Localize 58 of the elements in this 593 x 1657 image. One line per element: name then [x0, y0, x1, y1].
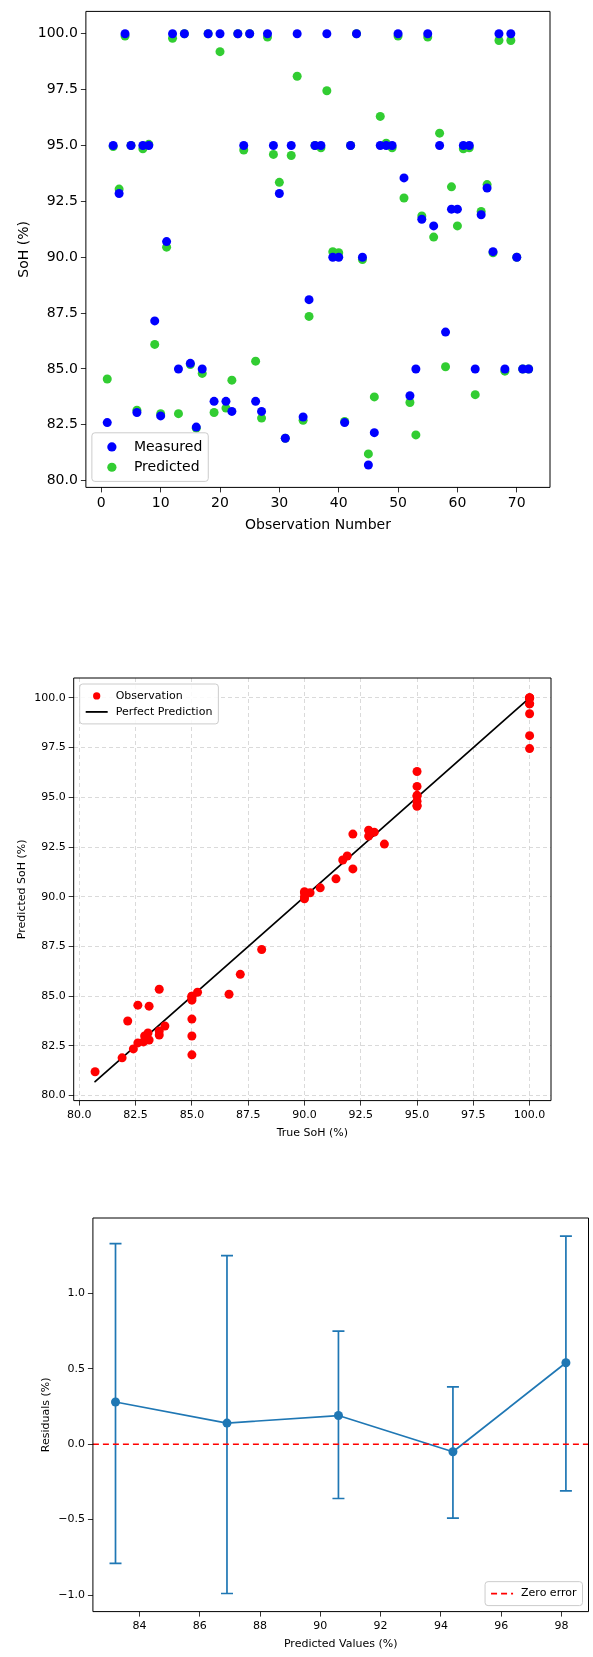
y-tick-label: 95.0 — [41, 790, 66, 804]
y-tick-label: 0.5 — [67, 1361, 85, 1375]
x-tick-label: 97.5 — [461, 1108, 486, 1122]
y-tick-label: 92.5 — [46, 191, 78, 208]
legend-label: Measured — [133, 437, 203, 454]
x-tick-label: 100.0 — [513, 1108, 546, 1122]
x-tick-label: 96 — [494, 1619, 509, 1633]
y-tick-label: 100.0 — [37, 24, 78, 41]
x-axis-title: Observation Number — [244, 516, 392, 533]
x-tick-label: 0 — [96, 494, 106, 511]
y-tick-label: 90.0 — [41, 889, 66, 903]
x-tick-label: 70 — [507, 494, 526, 511]
y-axis-title: Predicted SoH (%) — [15, 839, 29, 940]
x-tick-label: 82.5 — [123, 1108, 148, 1122]
x-tick-label: 90.0 — [292, 1108, 317, 1122]
y-tick-label: 87.5 — [41, 939, 66, 953]
y-tick-label: 80.0 — [41, 1088, 66, 1102]
y-tick-label: 1.0 — [67, 1286, 85, 1300]
y-tick-label: 0.0 — [67, 1437, 85, 1451]
x-tick-label: 86 — [192, 1619, 207, 1633]
y-tick-label: 80.0 — [46, 471, 78, 488]
y-tick-label: 87.5 — [46, 303, 78, 320]
legend-label: Predicted — [133, 457, 200, 474]
x-tick-label: 94 — [433, 1619, 448, 1633]
x-tick-label: 95.0 — [404, 1108, 430, 1122]
y-tick-label: 85.0 — [46, 359, 78, 376]
x-tick-label: 87.5 — [235, 1108, 261, 1122]
x-tick-label: 20 — [211, 494, 229, 511]
y-tick-label: 100.0 — [34, 690, 66, 704]
x-tick-label: 85.0 — [179, 1108, 205, 1122]
y-tick-label: 82.5 — [41, 1038, 66, 1052]
x-axis-title: True SoH (%) — [275, 1126, 349, 1140]
x-tick-label: 92 — [373, 1619, 388, 1633]
y-tick-label: 85.0 — [41, 989, 66, 1003]
legend-label: Zero error — [521, 1586, 577, 1600]
y-tick-label: 90.0 — [46, 247, 78, 264]
y-tick-label: 97.5 — [41, 740, 66, 754]
y-tick-label: 97.5 — [46, 80, 78, 97]
x-axis-title: Predicted Values (%) — [283, 1637, 398, 1651]
x-tick-label: 98 — [554, 1619, 569, 1633]
x-tick-label: 30 — [270, 494, 289, 511]
y-tick-label: −1.0 — [58, 1587, 85, 1601]
x-tick-label: 10 — [151, 494, 170, 511]
y-tick-label: −0.5 — [58, 1512, 85, 1526]
y-axis-title: Residuals (%) — [39, 1377, 53, 1453]
x-tick-label: 90 — [313, 1619, 328, 1633]
x-tick-label: 88 — [253, 1619, 268, 1633]
x-tick-label: 92.5 — [348, 1108, 373, 1122]
y-tick-label: 95.0 — [46, 136, 78, 153]
x-tick-label: 50 — [389, 494, 407, 511]
legend-label: Perfect Prediction — [115, 704, 213, 718]
legend-label: Observation — [115, 688, 183, 702]
x-tick-label: 60 — [448, 494, 467, 511]
y-tick-label: 92.5 — [41, 839, 66, 853]
x-tick-label: 40 — [329, 494, 348, 511]
x-tick-label: 84 — [132, 1619, 147, 1633]
y-tick-label: 82.5 — [46, 415, 78, 432]
y-axis-title: SoH (%) — [15, 221, 32, 278]
